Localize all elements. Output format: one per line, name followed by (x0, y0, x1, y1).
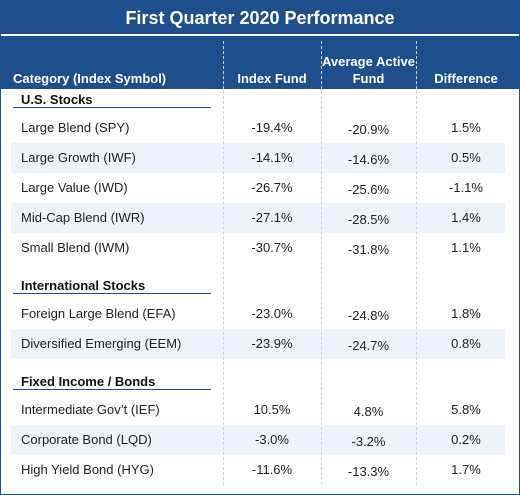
column-header: Index Fund (237, 71, 307, 86)
value-cell: 0.5% (451, 150, 481, 165)
section-underline (13, 389, 211, 390)
section-underline (13, 107, 211, 108)
column-separator (223, 41, 224, 485)
column-separator (321, 41, 322, 485)
value-cell: 4.8% (353, 404, 384, 419)
section-title: U.S. Stocks (21, 92, 93, 107)
value-cell: 1.8% (451, 306, 481, 321)
row-shading (11, 329, 505, 359)
title: First Quarter 2020 Performance (1, 1, 519, 35)
value-cell: -30.7% (251, 240, 293, 255)
value-cell: -23.0% (251, 306, 293, 321)
value-cell: 1.7% (451, 462, 481, 477)
category-cell: Diversified Emerging (EEM) (21, 336, 182, 351)
value-cell: -20.9% (347, 122, 390, 137)
value-cell: -11.6% (251, 462, 293, 477)
value-cell: 1.4% (451, 210, 481, 225)
row-shading (11, 425, 505, 455)
value-cell: -1.1% (449, 180, 483, 195)
category-cell: High Yield Bond (HYG) (21, 462, 154, 477)
value-cell: -3.2% (351, 434, 386, 449)
value-cell: -3.0% (255, 432, 289, 447)
value-cell: -25.6% (347, 182, 390, 197)
column-header: Average Active Fund (322, 54, 415, 86)
category-cell: Large Growth (IWF) (21, 150, 136, 165)
value-cell: -14.1% (251, 150, 293, 165)
value-cell: -28.5% (347, 212, 390, 227)
header-row (1, 36, 519, 89)
value-cell: -13.3% (347, 464, 390, 479)
category-cell: Foreign Large Blend (EFA) (21, 306, 176, 321)
value-cell: -24.7% (347, 338, 390, 353)
value-cell: -14.6% (347, 152, 390, 167)
category-cell: Large Value (IWD) (21, 180, 128, 195)
value-cell: 1.1% (451, 240, 481, 255)
value-cell: -27.1% (251, 210, 293, 225)
row-shading (11, 143, 505, 173)
category-cell: Intermediate Gov’t (IEF) (21, 402, 160, 417)
value-cell: 10.5% (253, 402, 291, 417)
category-cell: Large Blend (SPY) (21, 120, 130, 135)
value-cell: 1.5% (451, 120, 481, 135)
category-cell: Mid-Cap Blend (IWR) (21, 210, 145, 225)
row-shading (11, 203, 505, 233)
column-header: Difference (434, 71, 498, 86)
category-cell: Corporate Bond (LQD) (21, 432, 152, 447)
column-separator (416, 41, 417, 485)
category-cell: Small Blend (IWM) (21, 240, 130, 255)
section-title: Fixed Income / Bonds (21, 374, 156, 389)
value-cell: -23.9% (251, 336, 293, 351)
value-cell: -31.8% (347, 242, 390, 257)
section-title: International Stocks (21, 278, 146, 293)
value-cell: 0.8% (451, 336, 481, 351)
value-cell: -24.8% (347, 308, 390, 323)
value-cell: -19.4% (251, 120, 293, 135)
section-underline (13, 293, 211, 294)
value-cell: -26.7% (251, 180, 293, 195)
value-cell: 0.2% (451, 432, 481, 447)
value-cell: 5.8% (451, 402, 481, 417)
column-header: Category (Index Symbol) (13, 71, 167, 86)
